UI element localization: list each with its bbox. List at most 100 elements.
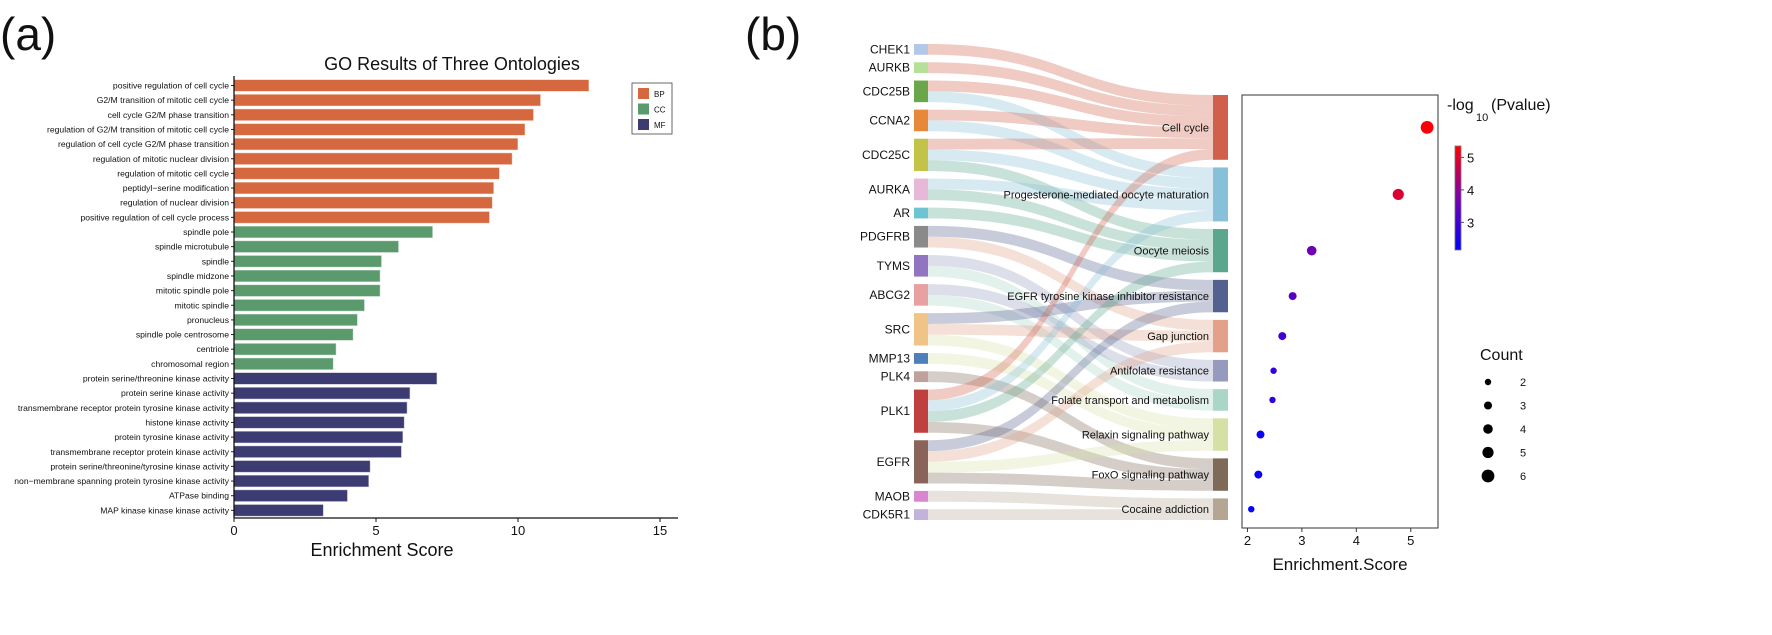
sankey-link (928, 353, 1213, 440)
x-tick-label: 2 (1244, 533, 1251, 548)
y-tick-label: positive regulation of cell cycle (113, 81, 229, 91)
bar (233, 152, 513, 166)
pathway-label: Cocaine addiction (1122, 504, 1209, 516)
sankey-link (928, 138, 1213, 150)
size-legend-label: 3 (1520, 401, 1526, 413)
size-legend-dot (1482, 446, 1494, 459)
x-tick-label: 0 (230, 523, 237, 538)
y-tick-label: G2/M transition of mitotic cell cycle (97, 95, 230, 105)
bar (233, 430, 404, 444)
size-legend-label: 2 (1520, 377, 1526, 389)
y-tick-label: regulation of mitotic cell cycle (117, 168, 229, 178)
dot (1306, 245, 1317, 256)
y-tick-label: regulation of cell cycle G2/M phase tran… (58, 139, 229, 149)
bar (233, 166, 501, 180)
pathway-node (1213, 167, 1228, 222)
go-bar-chart: GO Results of Three Ontologies positive r… (14, 54, 678, 560)
gene-label: CHEK1 (870, 42, 910, 56)
gene-label: MMP13 (869, 351, 911, 365)
x-tick-label: 5 (1407, 533, 1414, 548)
dot (1420, 121, 1434, 134)
dot (1248, 506, 1255, 513)
pathway-node (1213, 229, 1228, 273)
pathway-node (1213, 319, 1228, 353)
y-tick-label: regulation of nuclear division (120, 198, 229, 208)
y-tick-label: mitotic spindle pole (156, 286, 229, 296)
bar (233, 489, 349, 503)
sankey-link (928, 509, 1213, 520)
pathway-node (1213, 418, 1228, 451)
gene-label: AR (893, 206, 910, 220)
legend-label: CC (654, 106, 666, 115)
x-axis-label: Enrichment Score (310, 540, 453, 560)
y-tick-label: regulation of G2/M transition of mitotic… (47, 124, 229, 134)
bar (233, 459, 371, 473)
sankey-link (928, 207, 1213, 262)
colorbar-tick-label: 3 (1467, 215, 1474, 230)
dot (1269, 396, 1276, 404)
y-tick-label: mitotic spindle (175, 300, 230, 310)
gene-label: PLK1 (881, 404, 911, 418)
pathway-label: Gap junction (1147, 331, 1209, 343)
bar (233, 269, 381, 283)
legend-swatch (638, 88, 649, 99)
x-axis-label: Enrichment.Score (1272, 555, 1407, 574)
panel-label-b: (b) (745, 8, 801, 60)
bar (233, 79, 590, 92)
sankey-link (928, 472, 1213, 491)
sankey-link (928, 109, 1213, 139)
pathway-label: Folate transport and metabolism (1051, 395, 1209, 407)
bar (233, 357, 334, 371)
bar (233, 401, 408, 415)
bar (233, 108, 535, 122)
bar (233, 474, 370, 488)
sankey-links (928, 44, 1213, 520)
size-legend-dot (1484, 378, 1492, 386)
chart-title: GO Results of Three Ontologies (324, 54, 580, 74)
bar (233, 93, 542, 107)
sankey-link (928, 421, 1213, 480)
legend-label: MF (654, 121, 666, 130)
y-tick-label: pronucleus (187, 315, 229, 325)
legend: BP CC MF (631, 82, 673, 135)
bar (233, 240, 400, 254)
legend-swatch (638, 119, 649, 130)
gene-node (914, 509, 928, 520)
bar (233, 122, 526, 136)
pathway-label: FoxO signaling pathway (1092, 470, 1210, 482)
sankey-link (928, 149, 1213, 200)
x-tick-label: 10 (511, 523, 525, 538)
bar (233, 284, 381, 298)
y-tick-label: histone kinase activity (145, 417, 229, 427)
pathway-node (1213, 498, 1228, 520)
dot (1278, 332, 1287, 341)
y-tick-label: peptidyl−serine modification (123, 183, 230, 193)
gene-label: AURKB (869, 61, 910, 75)
bar (233, 415, 405, 429)
dot (1254, 470, 1263, 479)
gene-node (914, 371, 928, 383)
bar (233, 342, 337, 356)
panel-label-a: (a) (0, 8, 56, 60)
gene-label: EGFR (877, 455, 911, 469)
gene-node (914, 138, 928, 172)
gene-node (914, 80, 928, 103)
y-tick-label: centriole (197, 344, 230, 354)
gene-label: AURKA (869, 182, 910, 196)
sankey-link (928, 62, 1213, 117)
y-tick-label: protein serine/threonine/tyrosine kinase… (50, 461, 229, 471)
gene-node (914, 313, 928, 346)
pathway-node (1213, 95, 1228, 160)
y-tick-label: regulation of mitotic nuclear division (93, 154, 229, 164)
y-tick-label: positive regulation of cell cycle proces… (80, 212, 229, 222)
pathway-node (1213, 279, 1228, 313)
pathway-label: Relaxin signaling pathway (1082, 430, 1210, 442)
y-tick-label: spindle pole centrosome (136, 330, 229, 340)
gene-node (914, 389, 928, 433)
pathway-label: Progesterone-mediated oocyte maturation (1004, 189, 1209, 201)
size-legend-dot (1481, 469, 1495, 483)
sankey-link (928, 178, 1213, 211)
sankey-link (928, 294, 1213, 411)
gene-node (914, 440, 928, 484)
sankey-link (928, 490, 1213, 510)
